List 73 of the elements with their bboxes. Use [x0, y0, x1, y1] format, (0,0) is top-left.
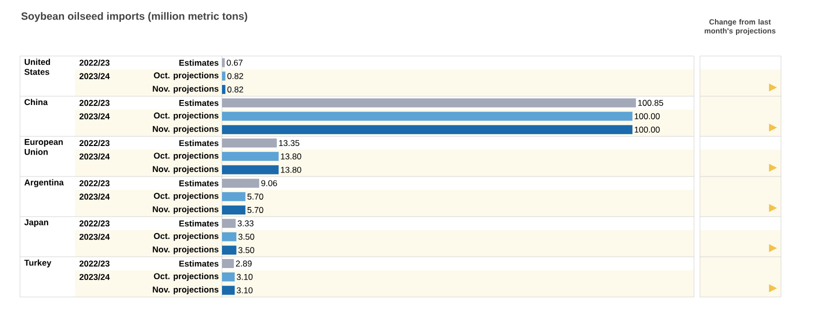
data-label: 100.00 [634, 126, 660, 133]
series-label: Estimates [179, 60, 218, 66]
text: Estimates [179, 220, 218, 226]
bar [222, 232, 236, 242]
text: Nov. projections [152, 206, 218, 214]
text: Oct. projections [154, 112, 218, 120]
text: 2023/24 [80, 234, 110, 240]
y-tick-label: European Union [24, 139, 63, 155]
text: 2022/23 [80, 100, 110, 106]
text: Oct. projections [154, 192, 218, 201]
bar [222, 98, 636, 108]
text: 2023/24 [80, 274, 110, 280]
text: 2022/23 [80, 60, 110, 66]
bar [222, 165, 279, 174]
text: 2023/24 [80, 72, 110, 80]
data-label: 100.85 [638, 100, 664, 106]
data-label: 0.82 [227, 86, 244, 92]
y-tick-label: China [24, 98, 48, 106]
bar [222, 178, 260, 188]
y-tick-label: United States [24, 58, 50, 75]
y-tick-label: Turkey [24, 260, 52, 268]
data-label: 13.35 [279, 140, 300, 146]
bar [222, 259, 234, 268]
text: 2023/24 [80, 153, 110, 160]
data-label: 0.67 [226, 60, 243, 66]
text: Estimates [179, 140, 218, 146]
text: 2022/23 [80, 140, 110, 146]
text: Nov. projections [152, 166, 218, 174]
data-label: 3.10 [236, 274, 253, 280]
data-label: 3.10 [236, 287, 253, 294]
bar [222, 138, 277, 148]
text: Oct. projections [154, 272, 218, 281]
data-label: 3.50 [238, 234, 254, 240]
bar [222, 152, 279, 161]
data-label: 0.82 [227, 73, 244, 80]
data-label: 5.70 [247, 206, 264, 213]
text: Nov. projections [152, 126, 218, 134]
bar [222, 246, 236, 255]
text: Estimates [179, 180, 218, 186]
data-label: 13.80 [280, 166, 302, 173]
bar [222, 72, 226, 81]
bar [222, 112, 632, 121]
text: Oct. projections [154, 152, 218, 160]
bar [222, 84, 226, 94]
text: 2023/24 [80, 113, 110, 120]
text: Estimates [179, 100, 218, 106]
data-label: 13.80 [280, 153, 302, 160]
series-label: Oct. projections [154, 72, 218, 80]
text: 2022/23 [80, 220, 110, 227]
text: Soybean oilseed imports (million metric tons) [21, 12, 248, 22]
bar [222, 286, 235, 295]
data-label: 2.89 [236, 260, 252, 267]
y-tick-label: Japan [24, 219, 48, 227]
bar [222, 205, 246, 214]
y-tick-label: Argentina [24, 179, 64, 188]
data-label: 3.33 [238, 220, 254, 226]
bar [222, 272, 235, 282]
data-label: 9.06 [261, 180, 278, 186]
text: 2023/24 [80, 193, 110, 200]
text: Nov. projections [152, 286, 218, 294]
bar [222, 192, 246, 202]
text: 2022/23 [80, 260, 110, 267]
data-label: 5.70 [247, 194, 264, 200]
text: Oct. projections [154, 232, 218, 241]
text: Estimates [179, 260, 218, 267]
text: Nov. projections [152, 246, 218, 254]
bar [222, 58, 225, 68]
series-label: Nov. projections [152, 86, 218, 94]
text: 2022/23 [80, 180, 110, 186]
data-label: 100.00 [634, 113, 660, 120]
bar [222, 125, 632, 134]
data-label: 3.50 [238, 247, 254, 254]
bar [222, 218, 236, 228]
